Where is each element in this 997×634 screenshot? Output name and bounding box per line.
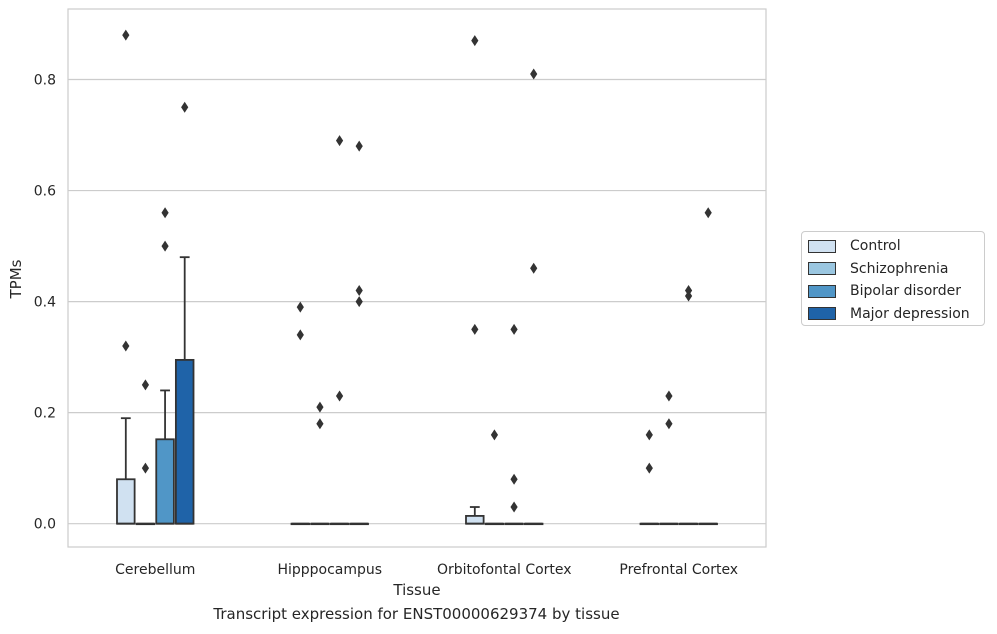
outlier-point — [141, 462, 150, 474]
x-tick-label: Orbitofontal Cortex — [437, 562, 572, 578]
box-group — [484, 429, 505, 526]
outlier-point — [316, 401, 324, 413]
outlier-point — [490, 429, 499, 441]
box-group — [174, 101, 195, 525]
x-tick-label: Cerebellum — [115, 562, 195, 578]
outlier-point — [161, 207, 169, 219]
legend-item: Bipolar disorder — [808, 280, 984, 303]
outlier-point — [645, 462, 653, 474]
y-tick-label: 0.6 — [34, 184, 56, 200]
legend-label: Control — [850, 238, 901, 255]
outlier-point — [316, 418, 324, 430]
legend-label: Schizophrenia — [850, 260, 949, 277]
outlier-point — [141, 379, 150, 391]
outlier-point — [335, 390, 344, 402]
outlier-point — [161, 240, 169, 252]
outlier-point — [122, 29, 130, 41]
outlier-point — [355, 140, 363, 152]
x-tick-labels: Cerebellum Hipppocampus Orbitofontal Corte… — [115, 562, 738, 578]
y-tick-label: 0.2 — [34, 406, 56, 422]
x-axis-label: Tissue — [392, 581, 440, 599]
outlier-point — [471, 35, 479, 47]
y-axis-label: TPMs — [7, 259, 25, 299]
legend: Control Schizophrenia Bipolar disorder Majo… — [801, 231, 985, 326]
box-group — [639, 429, 660, 526]
outlier-point — [530, 262, 538, 274]
legend-swatch — [808, 284, 836, 298]
legend-item: Major depression — [808, 303, 984, 326]
outlier-point — [122, 340, 130, 352]
plot-frame — [67, 8, 767, 548]
box-group — [465, 35, 485, 525]
outlier-point — [296, 329, 304, 341]
legend-swatch — [808, 239, 836, 253]
y-tick-label: 0.8 — [34, 73, 56, 89]
outlier-point — [530, 68, 538, 80]
x-tick-label: Hipppocampus — [277, 562, 382, 578]
outlier-point — [181, 101, 189, 113]
box-group — [678, 284, 699, 526]
box-group — [310, 401, 330, 526]
outlier-point — [684, 290, 693, 302]
box — [174, 358, 195, 525]
chart-caption: Transcript expression for ENST0000062937… — [213, 605, 620, 623]
outlier-point — [510, 323, 518, 335]
y-tick-labels: 0.0 0.2 0.4 0.6 0.8 — [34, 73, 56, 533]
outlier-point — [704, 207, 712, 219]
y-tick-label: 0.4 — [34, 295, 56, 311]
legend-swatch — [808, 262, 836, 276]
box-group — [523, 68, 544, 526]
box-group — [349, 140, 369, 526]
outlier-point — [665, 390, 673, 402]
box-group — [329, 135, 350, 526]
box — [155, 438, 175, 525]
legend-swatch — [808, 307, 836, 321]
legend-label: Bipolar disorder — [850, 283, 962, 300]
outlier-point — [510, 473, 518, 485]
outlier-point — [471, 323, 479, 335]
box-group — [698, 207, 718, 526]
x-tick-label: Prefrontal Cortex — [619, 562, 738, 578]
legend-label: Major depression — [850, 305, 970, 322]
y-tick-label: 0.0 — [34, 517, 56, 533]
box-group — [116, 29, 136, 525]
box-group — [135, 379, 156, 526]
box-group — [155, 207, 175, 525]
outlier-point — [296, 301, 304, 313]
outlier-point — [355, 296, 363, 308]
outlier-point — [645, 429, 653, 441]
outlier-point — [335, 135, 344, 147]
outlier-point — [510, 501, 518, 513]
outlier-point — [355, 284, 363, 296]
legend-item: Control — [808, 235, 984, 258]
plot-marks — [116, 29, 718, 526]
box-group — [504, 323, 524, 526]
box — [465, 515, 485, 525]
outlier-point — [665, 418, 673, 430]
box-group — [290, 301, 311, 526]
outlier-point — [684, 284, 693, 296]
box — [116, 478, 136, 525]
box-group — [659, 390, 679, 526]
legend-item: Schizophrenia — [808, 258, 984, 281]
